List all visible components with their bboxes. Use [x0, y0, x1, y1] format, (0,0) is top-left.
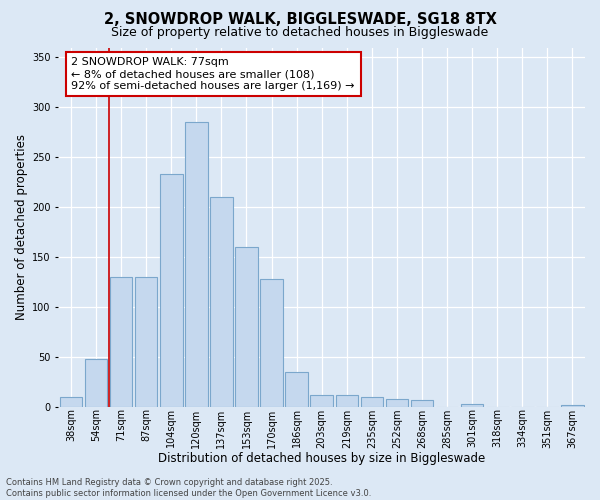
Bar — [286, 372, 308, 407]
Bar — [411, 400, 433, 407]
X-axis label: Distribution of detached houses by size in Biggleswade: Distribution of detached houses by size … — [158, 452, 485, 465]
Bar — [210, 198, 233, 407]
Y-axis label: Number of detached properties: Number of detached properties — [15, 134, 28, 320]
Text: 2 SNOWDROP WALK: 77sqm
← 8% of detached houses are smaller (108)
92% of semi-det: 2 SNOWDROP WALK: 77sqm ← 8% of detached … — [71, 58, 355, 90]
Bar — [59, 397, 82, 407]
Bar — [260, 279, 283, 407]
Bar — [110, 277, 133, 407]
Bar — [85, 359, 107, 407]
Text: Size of property relative to detached houses in Biggleswade: Size of property relative to detached ho… — [112, 26, 488, 39]
Bar — [561, 405, 584, 407]
Bar — [335, 395, 358, 407]
Bar — [310, 395, 333, 407]
Bar — [235, 247, 258, 407]
Bar — [361, 397, 383, 407]
Bar — [386, 399, 408, 407]
Text: Contains HM Land Registry data © Crown copyright and database right 2025.
Contai: Contains HM Land Registry data © Crown c… — [6, 478, 371, 498]
Bar — [461, 404, 484, 407]
Bar — [185, 122, 208, 407]
Bar — [135, 277, 157, 407]
Text: 2, SNOWDROP WALK, BIGGLESWADE, SG18 8TX: 2, SNOWDROP WALK, BIGGLESWADE, SG18 8TX — [104, 12, 496, 26]
Bar — [160, 174, 182, 407]
